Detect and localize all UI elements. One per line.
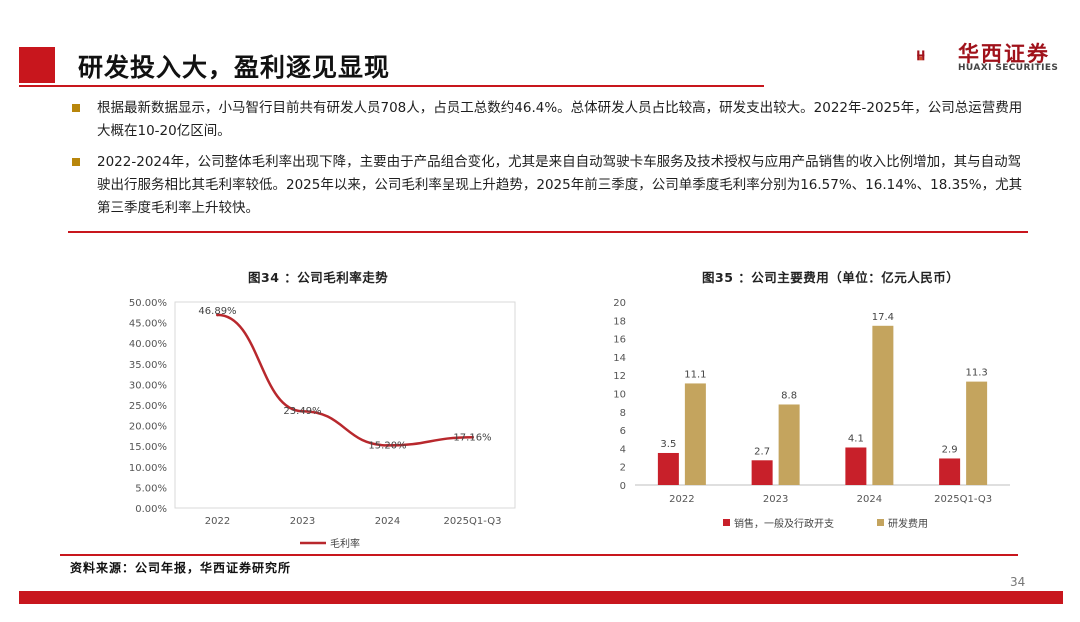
- bar-sga: [845, 447, 867, 485]
- data-point: [216, 313, 219, 317]
- y-tick-label: 40.00%: [129, 339, 167, 350]
- y-tick-label: 10: [613, 390, 626, 401]
- y-tick-label: 20: [613, 298, 626, 309]
- x-tick-label: 2025Q1-Q3: [934, 494, 992, 505]
- series-line-gross-margin: [217, 313, 473, 447]
- title-divider: [19, 85, 764, 87]
- data-label: 11.3: [965, 368, 987, 379]
- chart34-title: 图34 ：公司毛利率走势: [248, 270, 389, 285]
- bullet-marker-icon: [72, 158, 80, 166]
- title-accent-block: [19, 47, 55, 83]
- y-tick-label: 10.00%: [129, 463, 167, 474]
- page-title: 研发投入大，盈利逐见显现: [78, 53, 391, 82]
- bullet-marker-icon: [72, 104, 80, 112]
- y-tick-label: 16: [613, 335, 626, 346]
- y-tick-label: 18: [613, 316, 626, 327]
- gross-margin-line-chart: 0.00% 5.00% 10.00% 15.00% 20.00% 25.00% 30.00%…: [129, 298, 516, 550]
- x-tick-label: 2023: [763, 494, 788, 505]
- legend-label: 销售，一般及行政开支: [734, 517, 834, 530]
- y-tick-label: 8: [620, 408, 626, 419]
- huaxi-logo-icon: [917, 50, 925, 61]
- bar-rnd: [966, 381, 988, 485]
- source-note: 资料来源：公司年报，华西证券研究所: [70, 561, 292, 575]
- x-tick-label: 2022: [205, 516, 230, 527]
- logo-text-en: HUAXI SECURITIES: [958, 63, 1059, 73]
- bar-rnd: [684, 383, 706, 485]
- data-label: 15.20%: [368, 440, 406, 451]
- data-label: 17.16%: [453, 432, 491, 443]
- chart35-title: 图35 ：公司主要费用（单位：亿元人民币）: [702, 270, 960, 285]
- page-number: 34: [1010, 575, 1026, 589]
- x-tick-label: 2024: [857, 494, 882, 505]
- y-tick-label: 0: [620, 481, 626, 492]
- y-tick-label: 45.00%: [129, 319, 167, 330]
- bar-rnd: [872, 325, 894, 485]
- x-tick-label: 2022: [669, 494, 694, 505]
- expenses-bar-chart: 0 2 4 6 8 10 12 14 16 18 20 2022 3.5 11.1 2023 2.7 8.8 20…: [613, 298, 1010, 530]
- source-divider: [60, 554, 1018, 556]
- data-point: [386, 443, 389, 447]
- y-tick-label: 15.00%: [129, 442, 167, 453]
- content-divider: [68, 231, 1028, 233]
- logo-text-cn: 华西证券: [958, 42, 1050, 66]
- y-tick-label: 0.00%: [135, 504, 167, 515]
- data-label: 3.5: [660, 439, 676, 450]
- bar-rnd: [778, 404, 800, 485]
- bar-sga: [751, 460, 773, 485]
- plot-area-frame: [174, 301, 516, 509]
- bullet-item: 2022-2024年，公司整体毛利率出现下降，主要由于产品组合变化，尤其是来自自…: [70, 151, 1030, 220]
- y-tick-label: 6: [620, 426, 626, 437]
- data-label: 2.7: [754, 446, 770, 457]
- y-tick-label: 12: [613, 371, 626, 382]
- legend-label: 毛利率: [330, 537, 360, 550]
- legend-swatch: [723, 519, 730, 526]
- bullet-text: 2022-2024年，公司整体毛利率出现下降，主要由于产品组合变化，尤其是来自自…: [97, 154, 1023, 216]
- y-tick-label: 14: [613, 353, 626, 364]
- bullet-list: 根据最新数据显示，小马智行目前共有研发人员708人，占员工总数约46.4%。总体…: [70, 97, 1030, 228]
- data-label: 23.49%: [283, 406, 321, 417]
- data-label: 4.1: [848, 433, 864, 444]
- data-label: 11.1: [684, 369, 706, 380]
- y-tick-label: 35.00%: [129, 360, 167, 371]
- data-label: 2.9: [942, 444, 958, 455]
- data-label: 46.89%: [198, 306, 236, 317]
- x-tick-label: 2023: [290, 516, 315, 527]
- bar-sga: [939, 458, 961, 485]
- footer-bar: [19, 591, 1063, 604]
- y-tick-label: 50.00%: [129, 298, 167, 309]
- y-tick-label: 2: [620, 463, 626, 474]
- data-point: [471, 435, 474, 439]
- legend-swatch: [877, 519, 884, 526]
- bar-sga: [657, 452, 679, 485]
- y-tick-label: 4: [620, 444, 626, 455]
- y-tick-label: 5.00%: [135, 483, 167, 494]
- y-tick-label: 30.00%: [129, 380, 167, 391]
- y-tick-label: 25.00%: [129, 401, 167, 412]
- y-tick-label: 20.00%: [129, 422, 167, 433]
- bullet-text: 根据最新数据显示，小马智行目前共有研发人员708人，占员工总数约46.4%。总体…: [97, 100, 1023, 139]
- x-tick-label: 2024: [375, 516, 400, 527]
- legend-label: 研发费用: [888, 517, 928, 530]
- data-point: [301, 409, 304, 413]
- bullet-item: 根据最新数据显示，小马智行目前共有研发人员708人，占员工总数约46.4%。总体…: [70, 97, 1030, 143]
- data-label: 17.4: [872, 312, 894, 323]
- x-tick-label: 2025Q1-Q3: [444, 516, 502, 527]
- data-label: 8.8: [781, 390, 797, 401]
